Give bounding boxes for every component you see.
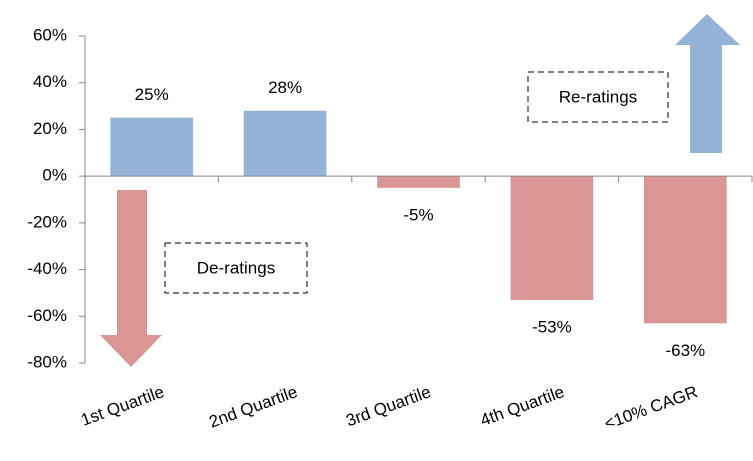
bar: [243, 110, 327, 177]
de-rating-arrow: [100, 190, 162, 367]
annotation: De-ratings: [197, 258, 275, 277]
x-tick-label: <10% CAGR: [602, 382, 700, 433]
bar: [510, 176, 594, 300]
y-tick-label: 0%: [42, 166, 67, 185]
y-tick-label: 40%: [33, 72, 67, 91]
value-label: 28%: [268, 78, 302, 97]
y-tick-label: 20%: [33, 119, 67, 138]
re-rating-arrow: [675, 14, 740, 153]
x-tick-label: 2nd Quartile: [206, 382, 300, 432]
y-tick-label: -40%: [27, 259, 67, 278]
value-label: 25%: [135, 85, 169, 104]
y-tick-label: 60%: [33, 25, 67, 44]
value-label: -53%: [532, 317, 572, 336]
y-tick-label: -20%: [27, 212, 67, 231]
bar: [377, 176, 460, 188]
value-label: -5%: [403, 205, 433, 224]
bar: [643, 176, 727, 324]
annotation-box: [527, 71, 669, 123]
y-tick-label: -80%: [27, 352, 67, 371]
value-label: -63%: [665, 341, 705, 360]
x-tick-label: 3rd Quartile: [343, 382, 433, 430]
x-tick-label: 1st Quartile: [78, 382, 166, 430]
y-tick-label: -60%: [27, 306, 67, 325]
x-tick-label: 4th Quartile: [478, 382, 567, 430]
annotation-box: [164, 242, 308, 294]
annotation: Re-ratings: [559, 87, 637, 106]
bar: [110, 117, 194, 177]
